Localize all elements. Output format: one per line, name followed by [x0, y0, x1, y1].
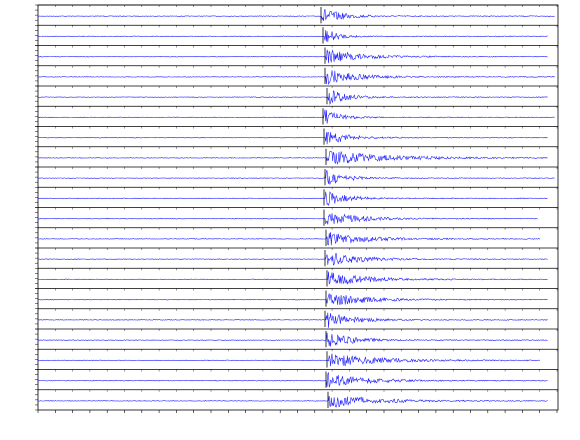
waveform	[37, 271, 548, 285]
waveform	[37, 395, 548, 408]
waveform	[37, 312, 548, 328]
waveform	[37, 170, 555, 185]
waveform	[37, 70, 555, 86]
waveform	[37, 371, 548, 388]
waveform	[37, 332, 548, 347]
waveform	[37, 132, 548, 145]
waveform	[37, 49, 548, 64]
waveform	[37, 30, 548, 43]
waveform	[37, 9, 555, 22]
waveform	[37, 353, 541, 367]
waveform	[37, 252, 548, 266]
waveform	[37, 232, 541, 246]
waveform	[37, 90, 548, 106]
waveform	[37, 213, 538, 225]
waveform	[37, 191, 548, 206]
waveform	[37, 293, 548, 305]
waveform	[37, 150, 548, 165]
waveform	[37, 109, 555, 124]
